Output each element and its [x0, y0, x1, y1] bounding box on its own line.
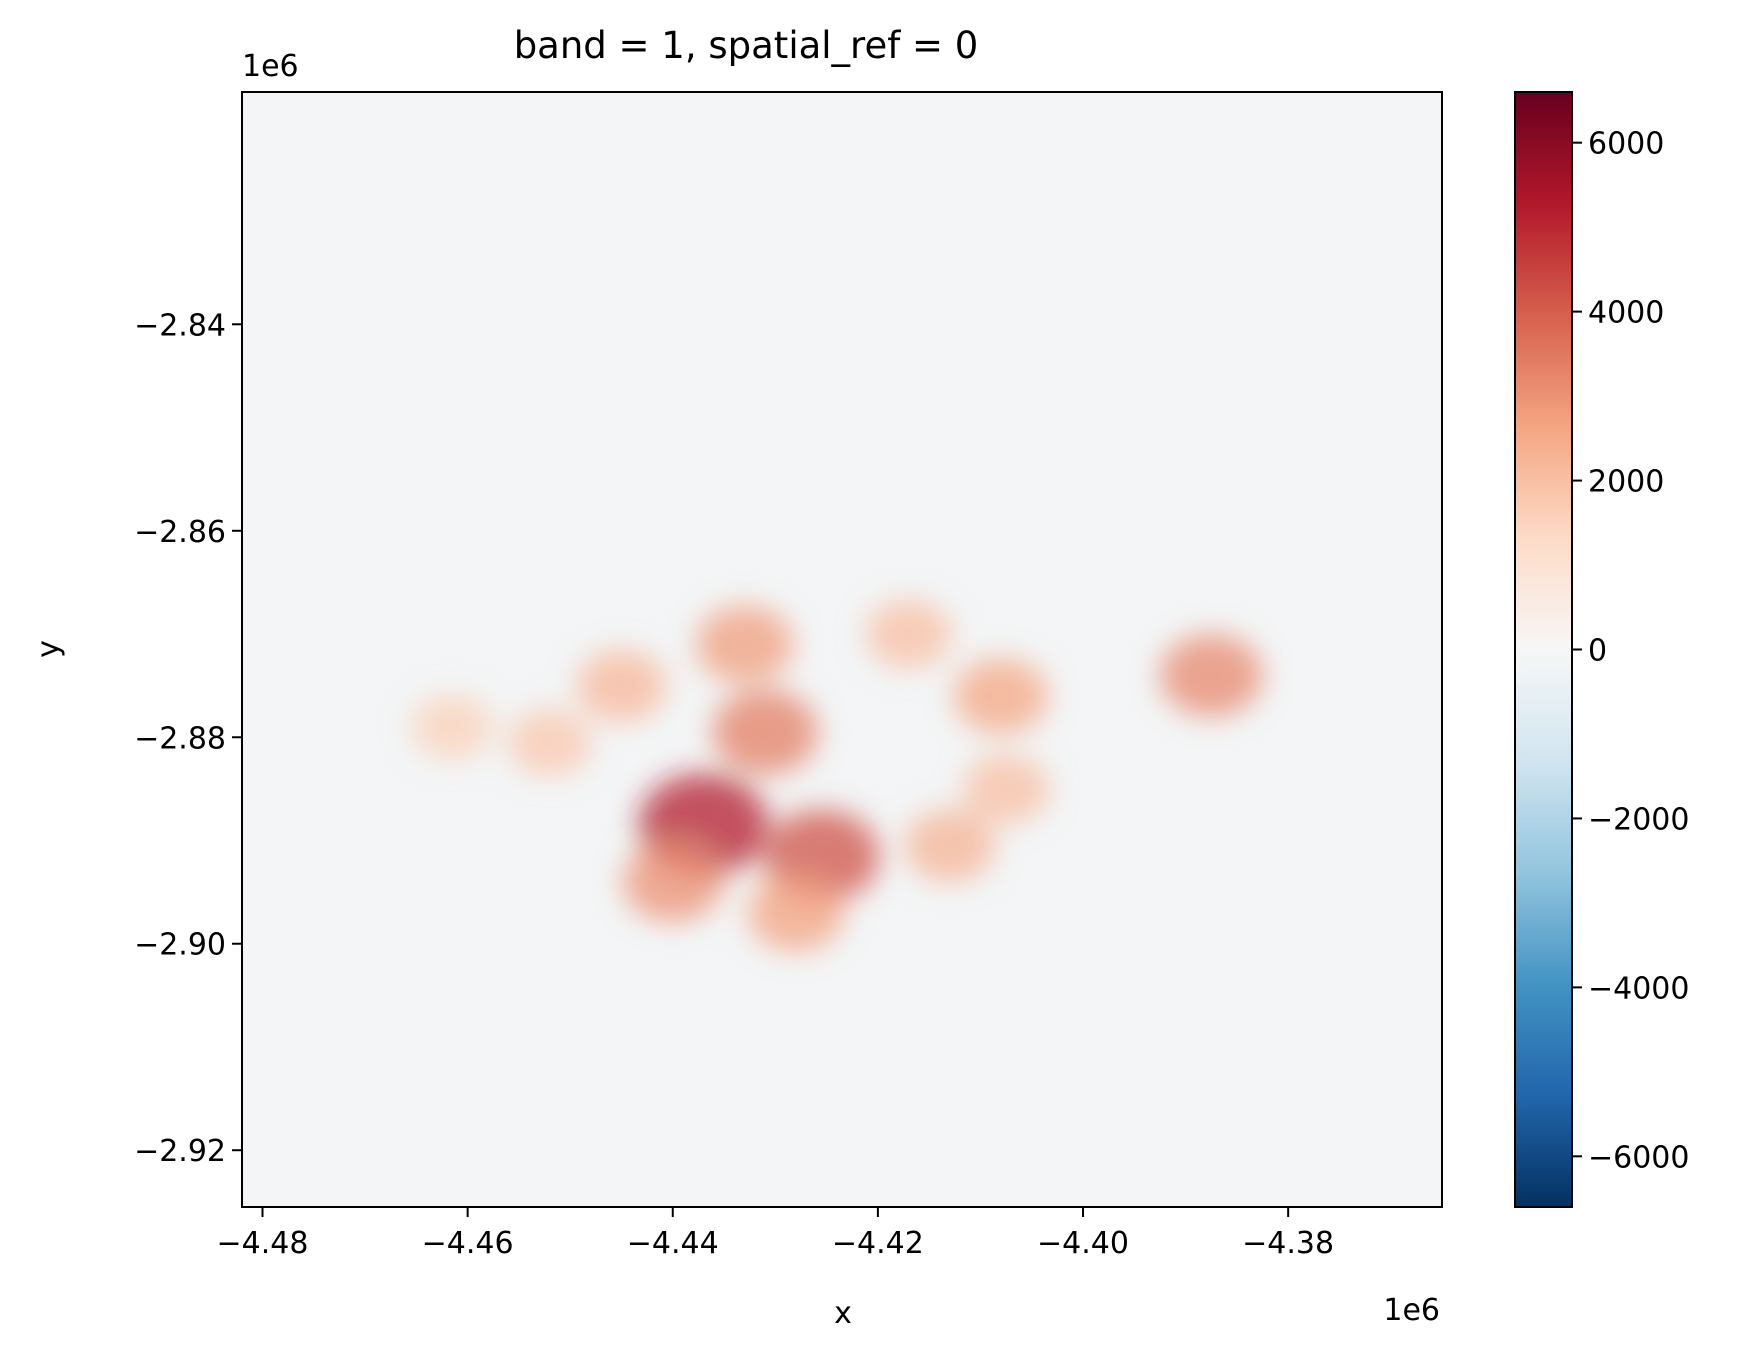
y-axis-label: y: [31, 640, 66, 658]
raster-hotspot: [622, 841, 723, 922]
colorbar-tick-label: 6000: [1588, 127, 1664, 162]
colorbar-tick-label: −4000: [1588, 971, 1689, 1006]
x-offset-label: 1e6: [1383, 1293, 1440, 1328]
x-axis-ticks: −4.48 −4.46 −4.44 −4.42 −4.40 −4.38: [217, 1207, 1334, 1261]
chart-title: band = 1, spatial_ref = 0: [514, 24, 979, 67]
x-tick-label: −4.42: [832, 1226, 924, 1261]
x-tick-label: −4.44: [627, 1226, 719, 1261]
colorbar-tick-label: 2000: [1588, 465, 1664, 500]
y-tick-label: −2.92: [134, 1134, 226, 1169]
x-tick-label: −4.48: [217, 1226, 309, 1261]
raster-hotspot: [411, 694, 493, 760]
raster-hotspot: [962, 754, 1050, 824]
x-tick-label: −4.38: [1242, 1226, 1334, 1261]
raster-hotspot: [953, 658, 1049, 734]
colorbar-tick-label: 0: [1588, 634, 1607, 669]
raster-hotspot: [904, 809, 996, 882]
raster-hotspot: [507, 708, 592, 777]
x-tick-label: −4.40: [1037, 1226, 1129, 1261]
raster-hotspot: [865, 599, 953, 669]
y-tick-label: −2.88: [134, 721, 226, 756]
x-tick-label: −4.46: [422, 1226, 514, 1261]
raster-hotspot: [747, 874, 844, 952]
colorbar-tick-label: −2000: [1588, 802, 1689, 837]
raster-hotspot: [1159, 634, 1263, 717]
colorbar-gradient: [1515, 92, 1572, 1207]
y-tick-label: −2.86: [134, 515, 226, 550]
y-tick-label: −2.90: [134, 928, 226, 963]
y-tick-label: −2.84: [134, 308, 226, 343]
raster-hotspot: [576, 649, 667, 722]
y-offset-label: 1e6: [242, 49, 299, 84]
raster-background: [242, 92, 1442, 1207]
raster-hotspot: [695, 605, 794, 684]
colorbar-tick-label: −6000: [1588, 1140, 1689, 1175]
raster-hotspot: [712, 689, 818, 775]
y-axis-ticks: −2.84 −2.86 −2.88 −2.90 −2.92: [134, 308, 242, 1169]
raster-image: [411, 599, 1263, 952]
colorbar: 6000 4000 2000 0 −2000 −4000 −6000: [1514, 91, 1689, 1208]
x-axis-label: x: [834, 1296, 852, 1331]
plot-frame: [241, 91, 1443, 1208]
plot-area: [241, 91, 1443, 1208]
colorbar-tick-label: 4000: [1588, 296, 1664, 331]
colorbar-ticks: 6000 4000 2000 0 −2000 −4000 −6000: [1572, 127, 1689, 1175]
